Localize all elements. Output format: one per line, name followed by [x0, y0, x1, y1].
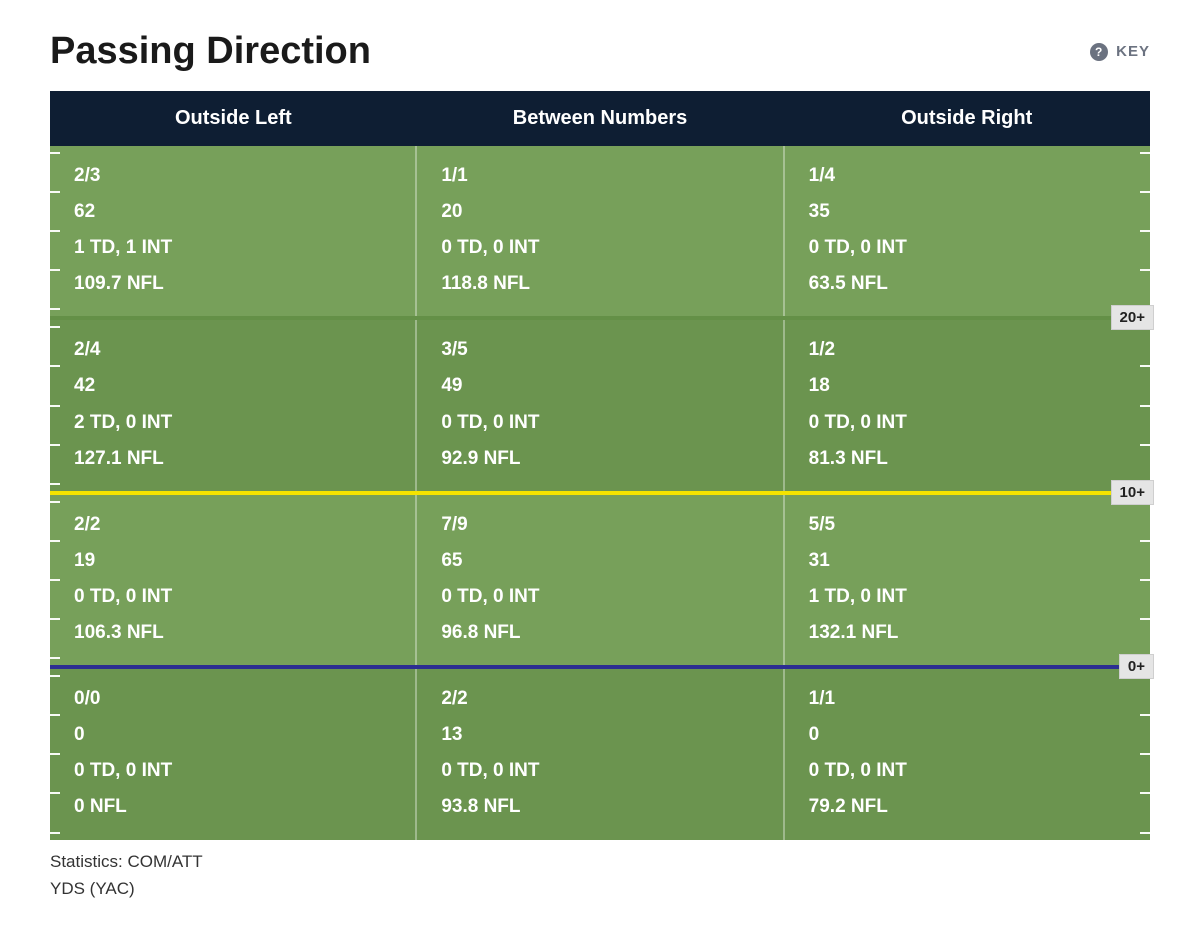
stat-com-att: 1/1 — [809, 681, 1130, 717]
stat-rating: 106.3 NFL — [74, 615, 395, 651]
stat-td-int: 0 TD, 0 INT — [441, 753, 762, 789]
stat-yds: 0 — [809, 717, 1130, 753]
stat-rating: 118.8 NFL — [441, 266, 762, 302]
stat-td-int: 2 TD, 0 INT — [74, 405, 395, 441]
stat-yds: 35 — [809, 194, 1130, 230]
stat-com-att: 0/0 — [74, 681, 395, 717]
stat-td-int: 0 TD, 0 INT — [74, 579, 395, 615]
field-zone: 2/2190 TD, 0 INT106.3 NFL7/9650 TD, 0 IN… — [50, 495, 1150, 669]
stat-td-int: 1 TD, 1 INT — [74, 230, 395, 266]
stat-td-int: 0 TD, 0 INT — [809, 405, 1130, 441]
col-header-right: Outside Right — [783, 91, 1150, 146]
stat-rating: 127.1 NFL — [74, 441, 395, 477]
stat-com-att: 1/4 — [809, 158, 1130, 194]
field-zone: 0/000 TD, 0 INT0 NFL2/2130 TD, 0 INT93.8… — [50, 669, 1150, 839]
stat-yds: 18 — [809, 368, 1130, 404]
stat-td-int: 0 TD, 0 INT — [809, 753, 1130, 789]
field-zone: 2/4422 TD, 0 INT127.1 NFL3/5490 TD, 0 IN… — [50, 320, 1150, 494]
stat-com-att: 1/2 — [809, 332, 1130, 368]
chart-footnotes: Statistics: COM/ATT YDS (YAC) — [50, 848, 1150, 902]
stat-rating: 79.2 NFL — [809, 789, 1130, 825]
stat-yds: 49 — [441, 368, 762, 404]
stat-yds: 62 — [74, 194, 395, 230]
stat-td-int: 0 TD, 0 INT — [441, 230, 762, 266]
stat-rating: 63.5 NFL — [809, 266, 1130, 302]
zone-cell: 2/4422 TD, 0 INT127.1 NFL — [50, 320, 415, 490]
stat-com-att: 2/2 — [74, 507, 395, 543]
stat-com-att: 2/4 — [74, 332, 395, 368]
stat-rating: 92.9 NFL — [441, 441, 762, 477]
key-button[interactable]: ? KEY — [1090, 43, 1150, 61]
zone-cell: 5/5311 TD, 0 INT132.1 NFL — [783, 495, 1150, 665]
stat-yds: 31 — [809, 543, 1130, 579]
stat-com-att: 1/1 — [441, 158, 762, 194]
zone-cell: 2/2190 TD, 0 INT106.3 NFL — [50, 495, 415, 665]
stat-rating: 132.1 NFL — [809, 615, 1130, 651]
stat-td-int: 0 TD, 0 INT — [74, 753, 395, 789]
zone-cell: 2/2130 TD, 0 INT93.8 NFL — [415, 669, 782, 839]
yard-marker: 20+ — [1111, 305, 1154, 330]
stat-com-att: 2/3 — [74, 158, 395, 194]
stat-td-int: 0 TD, 0 INT — [809, 230, 1130, 266]
stat-com-att: 2/2 — [441, 681, 762, 717]
stat-yds: 0 — [74, 717, 395, 753]
stat-com-att: 7/9 — [441, 507, 762, 543]
col-header-left: Outside Left — [50, 91, 417, 146]
stat-yds: 13 — [441, 717, 762, 753]
stat-yds: 65 — [441, 543, 762, 579]
zone-cell: 1/100 TD, 0 INT79.2 NFL — [783, 669, 1150, 839]
yard-marker: 10+ — [1111, 480, 1154, 505]
zone-cell: 7/9650 TD, 0 INT96.8 NFL — [415, 495, 782, 665]
stat-rating: 109.7 NFL — [74, 266, 395, 302]
yard-marker: 0+ — [1119, 654, 1154, 679]
chart-title: Passing Direction — [50, 30, 371, 73]
stat-yds: 20 — [441, 194, 762, 230]
stat-yds: 19 — [74, 543, 395, 579]
stat-rating: 0 NFL — [74, 789, 395, 825]
zone-cell: 0/000 TD, 0 INT0 NFL — [50, 669, 415, 839]
stat-td-int: 0 TD, 0 INT — [441, 405, 762, 441]
stat-td-int: 1 TD, 0 INT — [809, 579, 1130, 615]
stat-rating: 81.3 NFL — [809, 441, 1130, 477]
zone-cell: 3/5490 TD, 0 INT92.9 NFL — [415, 320, 782, 490]
stat-td-int: 0 TD, 0 INT — [441, 579, 762, 615]
footnote-line: Statistics: COM/ATT — [50, 848, 1150, 875]
footnote-line: YDS (YAC) — [50, 875, 1150, 902]
key-label: KEY — [1116, 43, 1150, 60]
field-grid: 2/3621 TD, 1 INT109.7 NFL1/1200 TD, 0 IN… — [50, 146, 1150, 840]
column-headers: Outside Left Between Numbers Outside Rig… — [50, 91, 1150, 146]
zone-cell: 1/4350 TD, 0 INT63.5 NFL — [783, 146, 1150, 316]
zone-cell: 2/3621 TD, 1 INT109.7 NFL — [50, 146, 415, 316]
stat-yds: 42 — [74, 368, 395, 404]
col-header-middle: Between Numbers — [417, 91, 784, 146]
field-zone: 2/3621 TD, 1 INT109.7 NFL1/1200 TD, 0 IN… — [50, 146, 1150, 320]
stat-com-att: 3/5 — [441, 332, 762, 368]
stat-rating: 96.8 NFL — [441, 615, 762, 651]
stat-rating: 93.8 NFL — [441, 789, 762, 825]
chart-header: Passing Direction ? KEY — [50, 30, 1150, 73]
passing-direction-chart: Outside Left Between Numbers Outside Rig… — [50, 91, 1150, 840]
help-icon: ? — [1090, 43, 1108, 61]
zone-cell: 1/1200 TD, 0 INT118.8 NFL — [415, 146, 782, 316]
zone-cell: 1/2180 TD, 0 INT81.3 NFL — [783, 320, 1150, 490]
stat-com-att: 5/5 — [809, 507, 1130, 543]
